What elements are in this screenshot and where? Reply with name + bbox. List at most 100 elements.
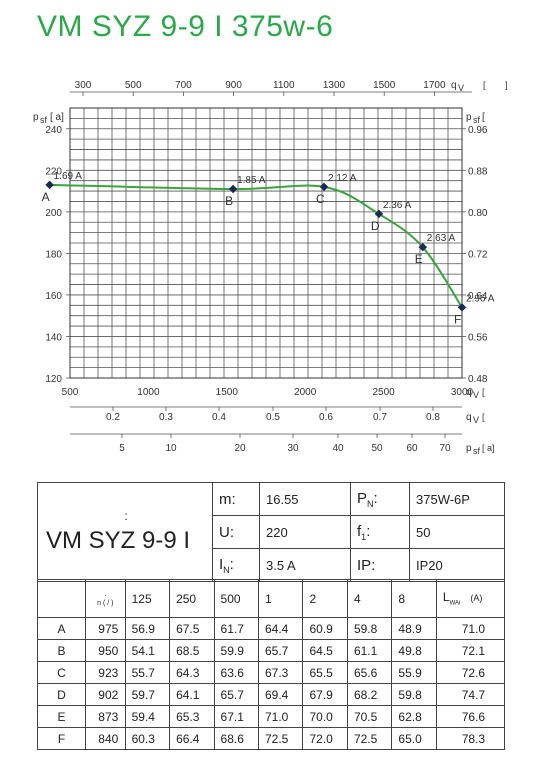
point-letter: A (42, 190, 50, 204)
band-header: 4 (346, 579, 393, 618)
ls-tick-label: 0.7 (373, 412, 387, 423)
point-letter: E (415, 252, 423, 266)
top-tick-label: 300 (75, 80, 92, 91)
x-axis-bracket: [ (482, 387, 485, 397)
table-cell: 67.5 (169, 617, 215, 640)
chart-grid (69, 107, 463, 379)
data-point-marker (457, 303, 467, 312)
table-cell: 64.5 (302, 639, 348, 662)
table-cell: 61.1 (346, 639, 393, 662)
row-label: A (37, 617, 86, 640)
table-cell: 71.0 (257, 705, 304, 728)
table-cell: 74.7 (435, 683, 506, 706)
y-tick-label: 200 (45, 208, 62, 219)
x-tick-label: 2500 (372, 387, 395, 398)
table-cell: 72.6 (435, 661, 506, 684)
table-cell: 69.4 (257, 683, 304, 706)
right-axis-title-sub: sf (473, 115, 481, 125)
f-value: 50 (409, 515, 505, 549)
table-cell: 72.1 (435, 639, 506, 662)
table-cell: 65.0 (391, 727, 437, 750)
table-cell: 65.7 (257, 639, 304, 662)
band-header: 8 (391, 579, 437, 618)
y-right-tick-label: 0.64 (468, 291, 488, 302)
table-cell: 67.1 (213, 705, 260, 728)
x-tick-label: 3000 (451, 387, 474, 398)
x-tick-label: 500 (62, 387, 79, 398)
table-cell: 76.6 (435, 705, 506, 728)
x-tick-label: 2000 (294, 387, 317, 398)
band-header: 1 (257, 579, 304, 618)
table-cell: 65.5 (302, 661, 348, 684)
pa-tick-label: 10 (165, 443, 177, 454)
pa-tick-label: 20 (234, 443, 246, 454)
table-cell: 923 (85, 661, 126, 684)
data-point-marker (228, 184, 238, 194)
n-header: · n ( / ) (85, 579, 126, 618)
table-cell: 59.9 (213, 639, 260, 662)
y-tick-label: 180 (45, 249, 62, 260)
model-name: VM SYZ 9-9 I (46, 527, 191, 554)
table-cell: 67.3 (257, 661, 304, 684)
table-cell: 60.3 (124, 727, 171, 750)
y-right-tick-label: 0.72 (468, 249, 488, 260)
i-key: IN: (212, 548, 260, 582)
left-axis-title-sub: sf (40, 115, 48, 125)
pa-axis-label: p (466, 443, 472, 454)
current-label: 2.12 A (328, 173, 357, 184)
pa-tick-label: 50 (371, 443, 383, 454)
y-tick-label: 120 (45, 374, 62, 385)
pa-tick-label: 5 (119, 443, 125, 454)
table-row: B 950 54.1 68.5 59.9 65.7 64.5 61.1 49.8 72.1 (37, 639, 506, 662)
top-tick-label: 1300 (323, 80, 346, 91)
table-cell: 72.0 (302, 727, 348, 750)
table-cell: 71.0 (435, 617, 506, 640)
table-cell: 59.8 (346, 617, 393, 640)
table-cell: 64.4 (257, 617, 304, 640)
band-header: 2 (302, 579, 348, 618)
table-cell: 55.9 (391, 661, 437, 684)
top-tick-label: 1700 (423, 80, 446, 91)
ls-tick-label: 0.3 (159, 412, 173, 423)
u-value: 220 (259, 515, 351, 549)
table-cell: 49.8 (391, 639, 437, 662)
left-axis-title: p (33, 112, 39, 123)
table-cell: 72.5 (346, 727, 393, 750)
ls-tick-label: 0.4 (212, 412, 226, 423)
top-axis-label: q (451, 80, 457, 91)
y-right-tick-label: 0.88 (468, 166, 488, 177)
x-tick-label: 1500 (216, 387, 239, 398)
spec-table: : VM SYZ 9-9 I m: 16.55 PN: 375W-6P U: 2… (37, 482, 505, 582)
ip-value: IP20 (409, 548, 505, 582)
pa-tick-label: 40 (332, 443, 344, 454)
point-letter: C (316, 192, 325, 206)
y-tick-label: 220 (45, 166, 62, 177)
ls-tick-label: 0.5 (266, 412, 280, 423)
top-tick-label: 700 (175, 80, 192, 91)
data-point-marker (319, 182, 329, 192)
right-axis-title: p (466, 112, 472, 123)
row-label: D (37, 683, 86, 706)
m-value: 16.55 (259, 482, 351, 516)
top-axis-bracket: [ (483, 80, 486, 90)
table-cell: 65.6 (346, 661, 393, 684)
right-axis-bracket: [ (482, 112, 485, 123)
top-axis-bracket: ] (505, 80, 508, 90)
pa-tick-label: 60 (406, 443, 418, 454)
noise-table: · n ( / ) 125 250 500 1 2 4 8 LWAi (A) A… (37, 579, 506, 750)
table-cell: 950 (85, 639, 126, 662)
table-cell: 72.5 (257, 727, 304, 750)
table-cell: 65.3 (169, 705, 215, 728)
m-key: m: (212, 482, 260, 516)
model-name-cell: : VM SYZ 9-9 I (37, 482, 213, 582)
pa-tick-label: 30 (287, 443, 299, 454)
table-cell: 62.8 (391, 705, 437, 728)
table-cell: 70.0 (302, 705, 348, 728)
pa-tick-label: 70 (439, 443, 451, 454)
table-row: A 975 56.9 67.5 61.7 64.4 60.9 59.8 48.9 71.0 (37, 617, 506, 640)
y-tick-label: 140 (45, 332, 62, 343)
y-right-tick-label: 0.96 (468, 125, 488, 136)
table-cell: 55.7 (124, 661, 171, 684)
performance-chart: 240 220 200 180 160 140 120 0.96 0.88 0.80 0.72 0.6… (33, 80, 508, 456)
data-points: 1.69 A A 1.85 A B 2.12 AC 2.36 AD 2.63 A E 2.96 … (42, 171, 495, 327)
